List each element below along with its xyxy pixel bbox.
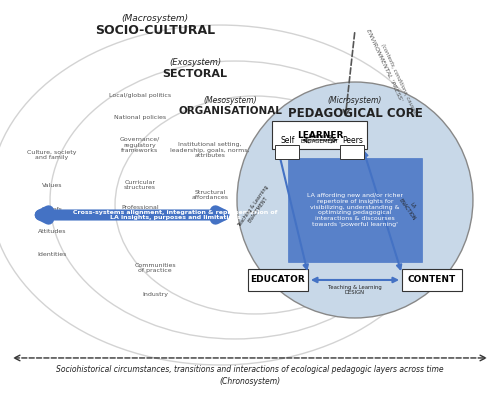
Text: Identities: Identities <box>38 252 66 257</box>
Text: Beliefs: Beliefs <box>42 208 62 213</box>
Text: LEARNER: LEARNER <box>297 130 343 140</box>
FancyBboxPatch shape <box>402 269 462 291</box>
Text: Attitudes: Attitudes <box>38 230 66 235</box>
Text: LA affording new and/or richer
repertoire of insights for
visibilizing, understa: LA affording new and/or richer repertoir… <box>307 193 403 227</box>
Text: Industry: Industry <box>142 292 168 298</box>
Text: (Exosystem): (Exosystem) <box>169 57 221 66</box>
Text: PEDAGOGICAL CORE: PEDAGOGICAL CORE <box>288 107 422 119</box>
Text: (Macrosystem): (Macrosystem) <box>122 13 188 22</box>
Text: Communities
of practice: Communities of practice <box>134 263 176 274</box>
FancyBboxPatch shape <box>272 121 368 149</box>
Text: Governance/
regulatory
frameworks: Governance/ regulatory frameworks <box>120 137 160 153</box>
Text: SECTORAL: SECTORAL <box>162 69 228 79</box>
Text: (Microsystem): (Microsystem) <box>328 95 382 105</box>
Text: Learning
ENGAGEMENT: Learning ENGAGEMENT <box>301 134 339 144</box>
Text: SOCIO-CULTURAL: SOCIO-CULTURAL <box>95 24 215 37</box>
Text: Institutional setting,
leadership, goals, norms,
attributes: Institutional setting, leadership, goals… <box>170 142 250 158</box>
FancyBboxPatch shape <box>340 145 364 159</box>
Text: Culture, society
and family: Culture, society and family <box>28 150 77 160</box>
Text: Local/global politics: Local/global politics <box>109 92 171 97</box>
Text: (contexts, conditions, causes): (contexts, conditions, causes) <box>380 43 418 117</box>
Text: National policies: National policies <box>114 114 166 119</box>
Text: Professional
networks: Professional networks <box>121 205 159 215</box>
Text: Curricular
structures: Curricular structures <box>124 180 156 190</box>
Text: ORGANISATIONAL: ORGANISATIONAL <box>178 106 282 116</box>
FancyBboxPatch shape <box>288 158 422 262</box>
Text: Values: Values <box>42 182 62 187</box>
Text: ENVIRONMENTAL 'PRESS': ENVIRONMENTAL 'PRESS' <box>365 28 403 102</box>
Text: EDUCATOR: EDUCATOR <box>250 275 306 285</box>
FancyBboxPatch shape <box>276 145 299 159</box>
Text: Self: Self <box>280 136 294 145</box>
Text: (Mesosystem): (Mesosystem) <box>203 95 257 105</box>
Text: Teaching & Learning
ENACTMENT: Teaching & Learning ENACTMENT <box>236 184 274 231</box>
Text: Peers: Peers <box>342 136 363 145</box>
Text: Sociohistorical circumstances, transitions and interactions of ecological pedago: Sociohistorical circumstances, transitio… <box>56 365 444 375</box>
FancyBboxPatch shape <box>248 269 308 291</box>
Text: Cross-systems alignment, integration & representation of
LA insights, purposes a: Cross-systems alignment, integration & r… <box>73 209 277 220</box>
Text: CONTENT: CONTENT <box>408 275 456 285</box>
Text: LA
ENACTION: LA ENACTION <box>398 194 421 221</box>
Circle shape <box>237 82 473 318</box>
Text: Teaching & Learning
DESIGN: Teaching & Learning DESIGN <box>328 285 382 296</box>
Text: (Chronosystem): (Chronosystem) <box>220 377 280 386</box>
Text: Structural
affordances: Structural affordances <box>192 189 228 200</box>
